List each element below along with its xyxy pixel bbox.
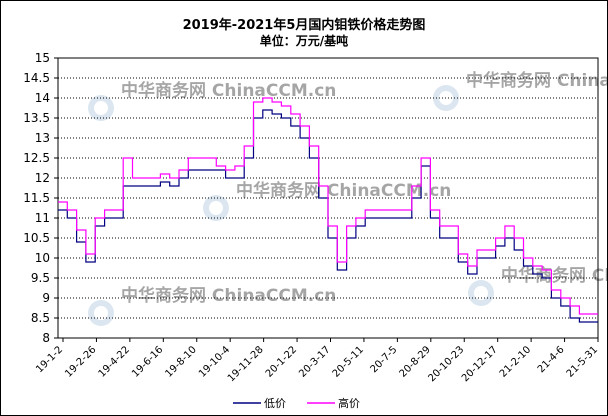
x-tick-label: 19-6-16	[130, 344, 165, 379]
y-tick-label: 10.5	[23, 231, 50, 245]
y-tick-label: 12	[35, 171, 50, 185]
y-tick-label: 13	[35, 131, 50, 145]
y-tick-label: 9	[42, 291, 50, 305]
watermark-text: 中华商务网 ChinaCCM.cn	[466, 70, 607, 91]
chart-title: 2019年-2021年5月国内钼铁价格走势图	[182, 18, 426, 33]
x-tick-label: 20-5-11	[331, 344, 366, 379]
x-axis: 19-1-219-2-2619-4-2219-6-1619-8-1019-10-…	[34, 338, 600, 384]
legend-label: 低价	[264, 397, 286, 410]
watermark-text: 中华商务网 ChinaCCM.cn	[121, 80, 336, 101]
watermark-text: 中华商务网 ChinaCCM.cn	[501, 265, 607, 286]
chart-subtitle: 单位：万元/基吨	[259, 34, 349, 48]
x-tick-label: 20-7-5	[369, 344, 400, 375]
watermark-icon: 中华商务网 ChinaCCM.cn	[433, 70, 607, 111]
watermark-text: 中华商务网 ChinaCCM.cn	[121, 285, 336, 306]
y-tick-label: 11	[35, 211, 50, 225]
y-tick-label: 9.5	[31, 271, 50, 285]
x-tick-label: 19-2-26	[63, 344, 98, 379]
series-line	[58, 97, 598, 315]
legend-label: 高价	[338, 396, 360, 410]
watermark-icon: 中华商务网 ChinaCCM.cn	[203, 180, 451, 221]
x-tick-label: 19-4-22	[97, 344, 132, 379]
x-tick-label: 21-4-6	[536, 344, 567, 375]
x-tick-label: 19-11-28	[226, 344, 266, 384]
watermark-icon: 中华商务网 ChinaCCM.cn	[88, 80, 336, 121]
series-lines	[58, 97, 598, 323]
y-axis: 15 14.5 14 13.5 13 12.5 12 11.5 11 10.5 10 9.5 9 8.5 8	[23, 51, 58, 345]
gridlines	[58, 77, 598, 319]
y-tick-label: 8.5	[31, 311, 50, 325]
watermark-text: 中华商务网 ChinaCCM.cn	[236, 180, 451, 201]
y-tick-label: 15	[35, 51, 50, 65]
x-tick-label: 20-3-17	[297, 344, 332, 379]
y-tick-label: 13.5	[23, 111, 50, 125]
x-tick-label: 21-2-10	[498, 344, 533, 379]
x-tick-label: 19-8-10	[163, 344, 198, 379]
watermark-icon: 中华商务网 ChinaCCM.cn	[468, 265, 607, 306]
y-tick-label: 14.5	[23, 71, 50, 85]
y-tick-label: 12.5	[23, 151, 50, 165]
y-tick-label: 14	[35, 91, 50, 105]
series-line	[58, 109, 598, 323]
legend: 低价 高价	[233, 396, 360, 410]
watermark-layer: 中华商务网 ChinaCCM.cn 中华商务网 ChinaCCM.cn 中华商务网 …	[88, 70, 607, 326]
x-tick-label: 20-1-22	[264, 344, 299, 379]
x-tick-label: 21-5-31	[565, 344, 600, 379]
y-tick-label: 8	[42, 331, 50, 345]
y-tick-label: 11.5	[23, 191, 50, 205]
watermark-icon: 中华商务网 ChinaCCM.cn	[88, 285, 336, 326]
x-tick-label: 20-12-17	[460, 344, 500, 384]
x-tick-label: 19-1-2	[34, 344, 65, 375]
y-tick-label: 10	[35, 251, 50, 265]
